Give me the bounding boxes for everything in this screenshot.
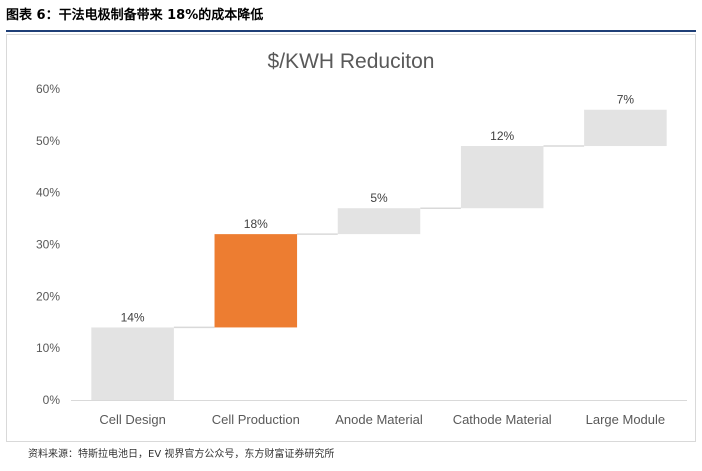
waterfall-chart: $/KWH Reduciton 0% 10% 20% 30% 40% 50% 60% 14%… — [36, 50, 687, 427]
x-tick-label: Cell Production — [212, 412, 300, 427]
y-axis-ticks: 0% 10% 20% 30% 40% 50% 60% — [36, 82, 60, 407]
bar-large-module — [584, 109, 667, 147]
connector-lines — [173, 145, 585, 329]
x-axis-tick-labels: Cell Design Cell Production Anode Material… — [99, 412, 665, 427]
figure-source: 资料来源：特斯拉电池日，EV 视界官方公众号，东方财富证券研究所 — [28, 449, 335, 460]
data-label: 14% — [121, 310, 145, 324]
bar-cell-design — [91, 327, 174, 400]
data-label: 7% — [617, 93, 635, 107]
bar-anode-material — [337, 208, 421, 235]
data-labels: 14% 18% 5% 12% 7% — [121, 93, 635, 325]
bars — [91, 109, 667, 400]
x-tick-label: Large Module — [586, 412, 666, 427]
y-tick-label: 0% — [43, 393, 61, 407]
x-tick-label: Anode Material — [335, 412, 423, 427]
y-tick-label: 10% — [36, 341, 60, 355]
chart-frame: $/KWH Reduciton 0% 10% 20% 30% 40% 50% 60% 14%… — [6, 34, 696, 442]
y-tick-label: 40% — [36, 186, 60, 200]
bar-cathode-material — [460, 146, 544, 209]
data-label: 12% — [490, 129, 514, 143]
x-tick-label: Cathode Material — [453, 412, 552, 427]
y-tick-label: 20% — [36, 289, 60, 303]
bar-cell-production — [214, 234, 298, 328]
data-label: 18% — [244, 217, 268, 231]
figure-caption: 图表 6：干法电极制备带来 18%的成本降低 — [6, 2, 696, 32]
x-tick-label: Cell Design — [99, 412, 165, 427]
chart-title: $/KWH Reduciton — [268, 50, 435, 73]
y-tick-label: 50% — [36, 134, 60, 148]
data-label: 5% — [370, 191, 388, 205]
y-tick-label: 60% — [36, 82, 60, 96]
y-tick-label: 30% — [36, 238, 60, 252]
